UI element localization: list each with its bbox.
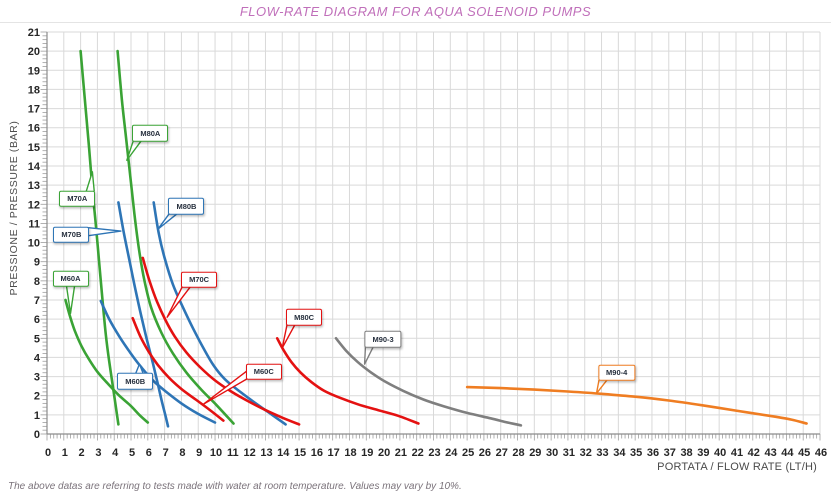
label-tail-M90-3 <box>363 346 375 365</box>
label-tail-M70B <box>88 226 122 237</box>
y-tick-label: 10 <box>28 238 40 250</box>
x-tick-label: 0 <box>45 447 51 459</box>
y-tick-label: 11 <box>28 218 40 230</box>
x-tick-label: 15 <box>294 447 306 459</box>
y-tick-label: 18 <box>28 84 40 96</box>
curve-M70A <box>79 49 120 426</box>
label-tail-M90-4 <box>595 379 608 395</box>
label-tail-M70A <box>85 171 95 192</box>
y-tick-label: 16 <box>28 123 40 135</box>
y-tick-label: 15 <box>28 142 40 154</box>
x-tick-label: 21 <box>395 447 407 459</box>
curve-M70C <box>141 256 301 426</box>
x-tick-label: 38 <box>680 447 692 459</box>
curve-M60C <box>131 316 225 422</box>
x-tick-label: 4 <box>112 447 119 459</box>
x-tick-label: 6 <box>146 447 152 459</box>
x-tick-label: 10 <box>210 447 222 459</box>
x-tick-label: 26 <box>479 447 491 459</box>
curve-M90-4 <box>465 385 808 425</box>
y-tick-label: 1 <box>34 410 40 422</box>
label-tail-M70C <box>166 286 191 318</box>
y-tick-label: 20 <box>28 46 40 58</box>
x-tick-label: 14 <box>277 447 290 459</box>
x-tick-label: 23 <box>428 447 440 459</box>
x-tick-label: 2 <box>79 447 85 459</box>
y-tick-label: 17 <box>28 104 40 116</box>
x-tick-label: 43 <box>764 447 776 459</box>
x-tick-label: 20 <box>378 447 390 459</box>
x-tick-label: 3 <box>95 447 101 459</box>
x-tick-label: 7 <box>163 447 169 459</box>
x-tick-label: 27 <box>496 447 508 459</box>
curve-M70B <box>117 201 170 428</box>
y-tick-label: 6 <box>34 314 40 326</box>
x-tick-label: 40 <box>714 447 726 459</box>
curve-M60A <box>64 298 150 424</box>
y-tick-label: 0 <box>34 429 40 441</box>
x-tick-label: 5 <box>129 447 135 459</box>
x-tick-label: 32 <box>580 447 592 459</box>
y-tick-label: 3 <box>34 372 40 384</box>
x-tick-label: 29 <box>529 447 541 459</box>
x-tick-label: 16 <box>311 447 323 459</box>
x-tick-label: 12 <box>244 447 256 459</box>
x-tick-label: 33 <box>596 447 608 459</box>
x-tick-label: 28 <box>512 447 524 459</box>
x-tick-label: 25 <box>462 447 474 459</box>
curve-M90-3 <box>334 337 523 427</box>
label-tail-M60C <box>202 370 248 406</box>
x-tick-label: 9 <box>196 447 202 459</box>
y-tick-label: 13 <box>28 180 40 192</box>
x-axis-title: PORTATA / FLOW RATE (LT/H) <box>657 461 817 473</box>
y-tick-label: 21 <box>28 27 40 39</box>
x-tick-label: 34 <box>613 447 626 459</box>
x-tick-label: 35 <box>630 447 642 459</box>
x-tick-label: 31 <box>563 447 575 459</box>
x-tick-label: 39 <box>697 447 709 459</box>
label-tail-M80A <box>126 140 142 161</box>
x-tick-label: 22 <box>412 447 424 459</box>
x-tick-label: 18 <box>344 447 356 459</box>
y-tick-label: 4 <box>34 352 41 364</box>
x-tick-label: 30 <box>546 447 558 459</box>
x-tick-label: 44 <box>781 447 794 459</box>
x-tick-label: 24 <box>445 447 458 459</box>
x-tick-label: 41 <box>731 447 743 459</box>
y-tick-label: 14 <box>28 161 41 173</box>
x-tick-label: 45 <box>798 447 810 459</box>
x-tick-label: 36 <box>647 447 659 459</box>
label-tail-M60B <box>134 363 145 375</box>
footnote: The above datas are referring to tests m… <box>8 481 462 492</box>
y-tick-label: 8 <box>34 276 40 288</box>
y-tick-label: 9 <box>34 257 40 269</box>
title-divider <box>0 22 831 23</box>
label-tail-M80C <box>281 324 296 349</box>
x-tick-label: 37 <box>664 447 676 459</box>
y-tick-label: 19 <box>28 65 40 77</box>
y-tick-label: 5 <box>34 333 40 345</box>
x-tick-label: 1 <box>62 447 68 459</box>
y-tick-label: 2 <box>34 391 40 403</box>
x-tick-label: 46 <box>815 447 827 459</box>
y-tick-label: 12 <box>28 199 40 211</box>
x-tick-label: 19 <box>361 447 373 459</box>
x-tick-label: 42 <box>748 447 760 459</box>
x-tick-label: 8 <box>179 447 185 459</box>
curve-M80B <box>152 201 287 426</box>
y-tick-label: 7 <box>34 295 40 307</box>
chart-title: FLOW-RATE DIAGRAM FOR AQUA SOLENOID PUMP… <box>239 4 592 19</box>
curve-M80C <box>275 337 420 425</box>
x-tick-label: 11 <box>227 447 239 459</box>
curve-M80A <box>116 49 235 425</box>
label-tail-M60A <box>65 286 76 315</box>
x-tick-label: 13 <box>260 447 272 459</box>
x-tick-label: 17 <box>328 447 340 459</box>
label-tail-M80B <box>157 212 178 230</box>
